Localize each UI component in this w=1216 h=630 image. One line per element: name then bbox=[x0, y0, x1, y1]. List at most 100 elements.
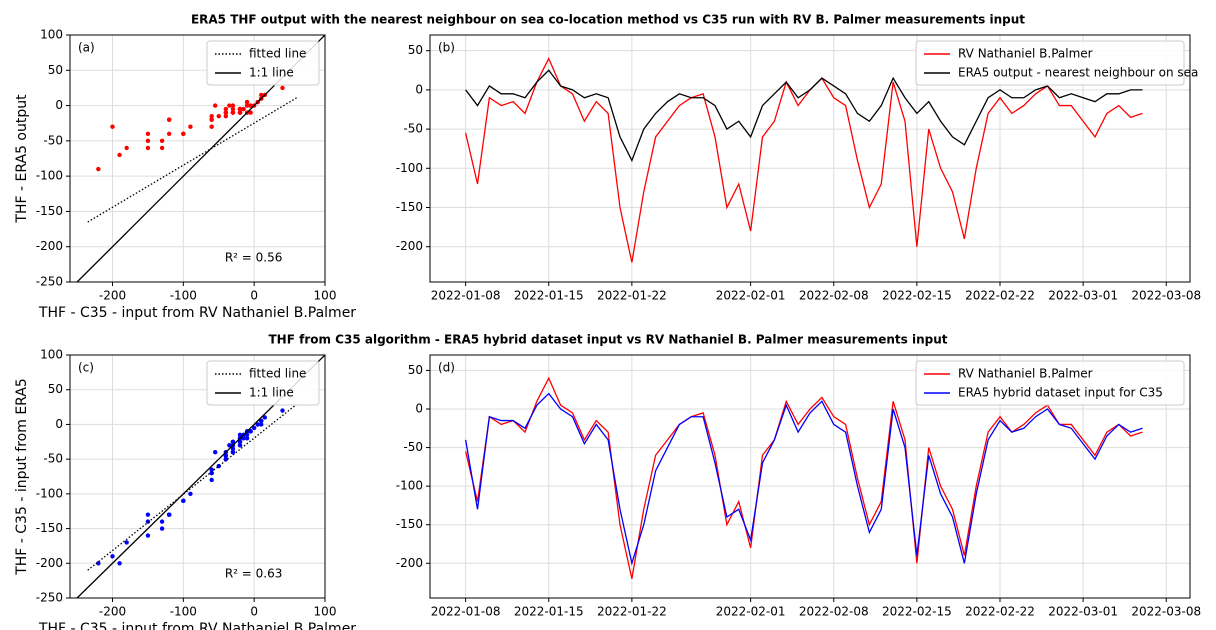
y-tick-label: 100 bbox=[40, 348, 63, 362]
point bbox=[145, 138, 151, 144]
y-tick-label: -100 bbox=[36, 486, 63, 500]
point bbox=[230, 450, 236, 455]
point bbox=[166, 512, 172, 517]
legend-label: 1:1 line bbox=[249, 386, 294, 400]
x-tick-label: 2022-01-15 bbox=[514, 605, 584, 619]
point bbox=[259, 418, 264, 424]
annotation: R² = 0.63 bbox=[225, 567, 283, 581]
y-axis-label: THF - ERA5 output bbox=[14, 94, 30, 224]
point bbox=[216, 113, 221, 119]
point bbox=[223, 113, 229, 119]
x-tick-label: 2022-03-01 bbox=[1048, 605, 1118, 619]
point bbox=[209, 117, 214, 122]
point bbox=[230, 439, 236, 444]
point bbox=[159, 526, 165, 531]
legend-label: ERA5 hybrid dataset input for C35 bbox=[958, 386, 1163, 400]
point bbox=[181, 498, 186, 503]
legend-label: RV Nathaniel B.Palmer bbox=[958, 367, 1093, 381]
y-tick-label: -250 bbox=[36, 591, 63, 605]
y-tick-label: 50 bbox=[408, 43, 423, 57]
x-tick-label: 2022-02-01 bbox=[716, 605, 786, 619]
point bbox=[230, 110, 236, 115]
point bbox=[209, 124, 214, 129]
x-tick-label: 2022-02-15 bbox=[882, 289, 952, 303]
legend-label: 1:1 line bbox=[249, 66, 294, 80]
point bbox=[230, 103, 236, 108]
point bbox=[110, 554, 115, 559]
axes-frame bbox=[429, 354, 1191, 599]
series-line bbox=[464, 392, 1143, 566]
point bbox=[244, 103, 250, 108]
series-line bbox=[464, 376, 1143, 579]
legend-label: RV Nathaniel B.Palmer bbox=[958, 47, 1093, 61]
y-tick-label: 0 bbox=[415, 402, 423, 416]
point bbox=[188, 491, 193, 497]
point bbox=[117, 561, 122, 566]
point bbox=[223, 110, 229, 115]
point bbox=[188, 124, 193, 129]
y-tick-label: -50 bbox=[403, 440, 423, 454]
series-line bbox=[465, 69, 1143, 163]
point bbox=[248, 110, 253, 115]
point bbox=[209, 477, 214, 483]
panel-label: (b) bbox=[438, 41, 455, 55]
x-tick-label: 2022-03-08 bbox=[1131, 605, 1201, 619]
legend-label: fitted line bbox=[249, 367, 306, 381]
point bbox=[237, 110, 243, 115]
point bbox=[181, 131, 186, 136]
x-tick-label: -200 bbox=[99, 289, 126, 303]
point bbox=[259, 422, 264, 427]
x-tick-label: 0 bbox=[250, 605, 258, 619]
point bbox=[124, 145, 129, 151]
point bbox=[223, 453, 229, 458]
point bbox=[237, 439, 243, 444]
y-tick-label: -50 bbox=[43, 133, 63, 147]
point bbox=[166, 117, 172, 122]
point bbox=[145, 512, 151, 517]
x-tick-label: -100 bbox=[170, 605, 197, 619]
y-tick-label: 50 bbox=[48, 63, 63, 77]
point bbox=[223, 106, 229, 112]
point bbox=[237, 106, 243, 112]
point bbox=[96, 561, 101, 566]
point bbox=[223, 456, 229, 462]
point bbox=[280, 408, 285, 413]
y-tick-label: -200 bbox=[36, 556, 63, 570]
panel-label: (c) bbox=[78, 361, 94, 375]
y-tick-label: 50 bbox=[48, 382, 63, 396]
x-tick-label: -100 bbox=[170, 289, 197, 303]
point bbox=[227, 103, 232, 108]
legend-box bbox=[206, 40, 320, 86]
x-tick-label: 2022-02-08 bbox=[799, 289, 869, 303]
point bbox=[209, 470, 214, 476]
legend-label: ERA5 output - nearest neighbour on sea bbox=[958, 66, 1198, 80]
point bbox=[159, 145, 165, 151]
y-tick-label: -100 bbox=[36, 169, 63, 183]
y-tick-label: -250 bbox=[36, 275, 63, 289]
x-tick-label: 2022-01-22 bbox=[597, 605, 667, 619]
y-tick-label: -200 bbox=[396, 556, 423, 570]
point bbox=[110, 124, 115, 129]
y-tick-label: 0 bbox=[55, 417, 63, 431]
x-tick-label: 100 bbox=[314, 605, 337, 619]
legend-box bbox=[915, 40, 1185, 86]
point bbox=[248, 429, 253, 434]
row-title: THF from C35 algorithm - ERA5 hybrid dat… bbox=[269, 333, 948, 347]
reference-line bbox=[87, 403, 298, 571]
x-tick-label: -200 bbox=[99, 605, 126, 619]
x-tick-label: 2022-01-08 bbox=[431, 605, 501, 619]
point bbox=[248, 103, 253, 108]
axes-frame bbox=[69, 354, 326, 599]
point bbox=[227, 443, 232, 448]
x-tick-label: 2022-03-01 bbox=[1048, 289, 1118, 303]
plot-area bbox=[76, 355, 325, 598]
point bbox=[259, 92, 264, 98]
point bbox=[166, 131, 172, 136]
plot-area bbox=[464, 56, 1143, 263]
y-axis-label: THF - C35 - input from ERA5 bbox=[14, 378, 30, 576]
x-tick-label: 2022-01-08 bbox=[431, 289, 501, 303]
y-tick-label: 100 bbox=[40, 28, 63, 42]
point bbox=[244, 436, 250, 441]
x-tick-label: 0 bbox=[250, 289, 258, 303]
